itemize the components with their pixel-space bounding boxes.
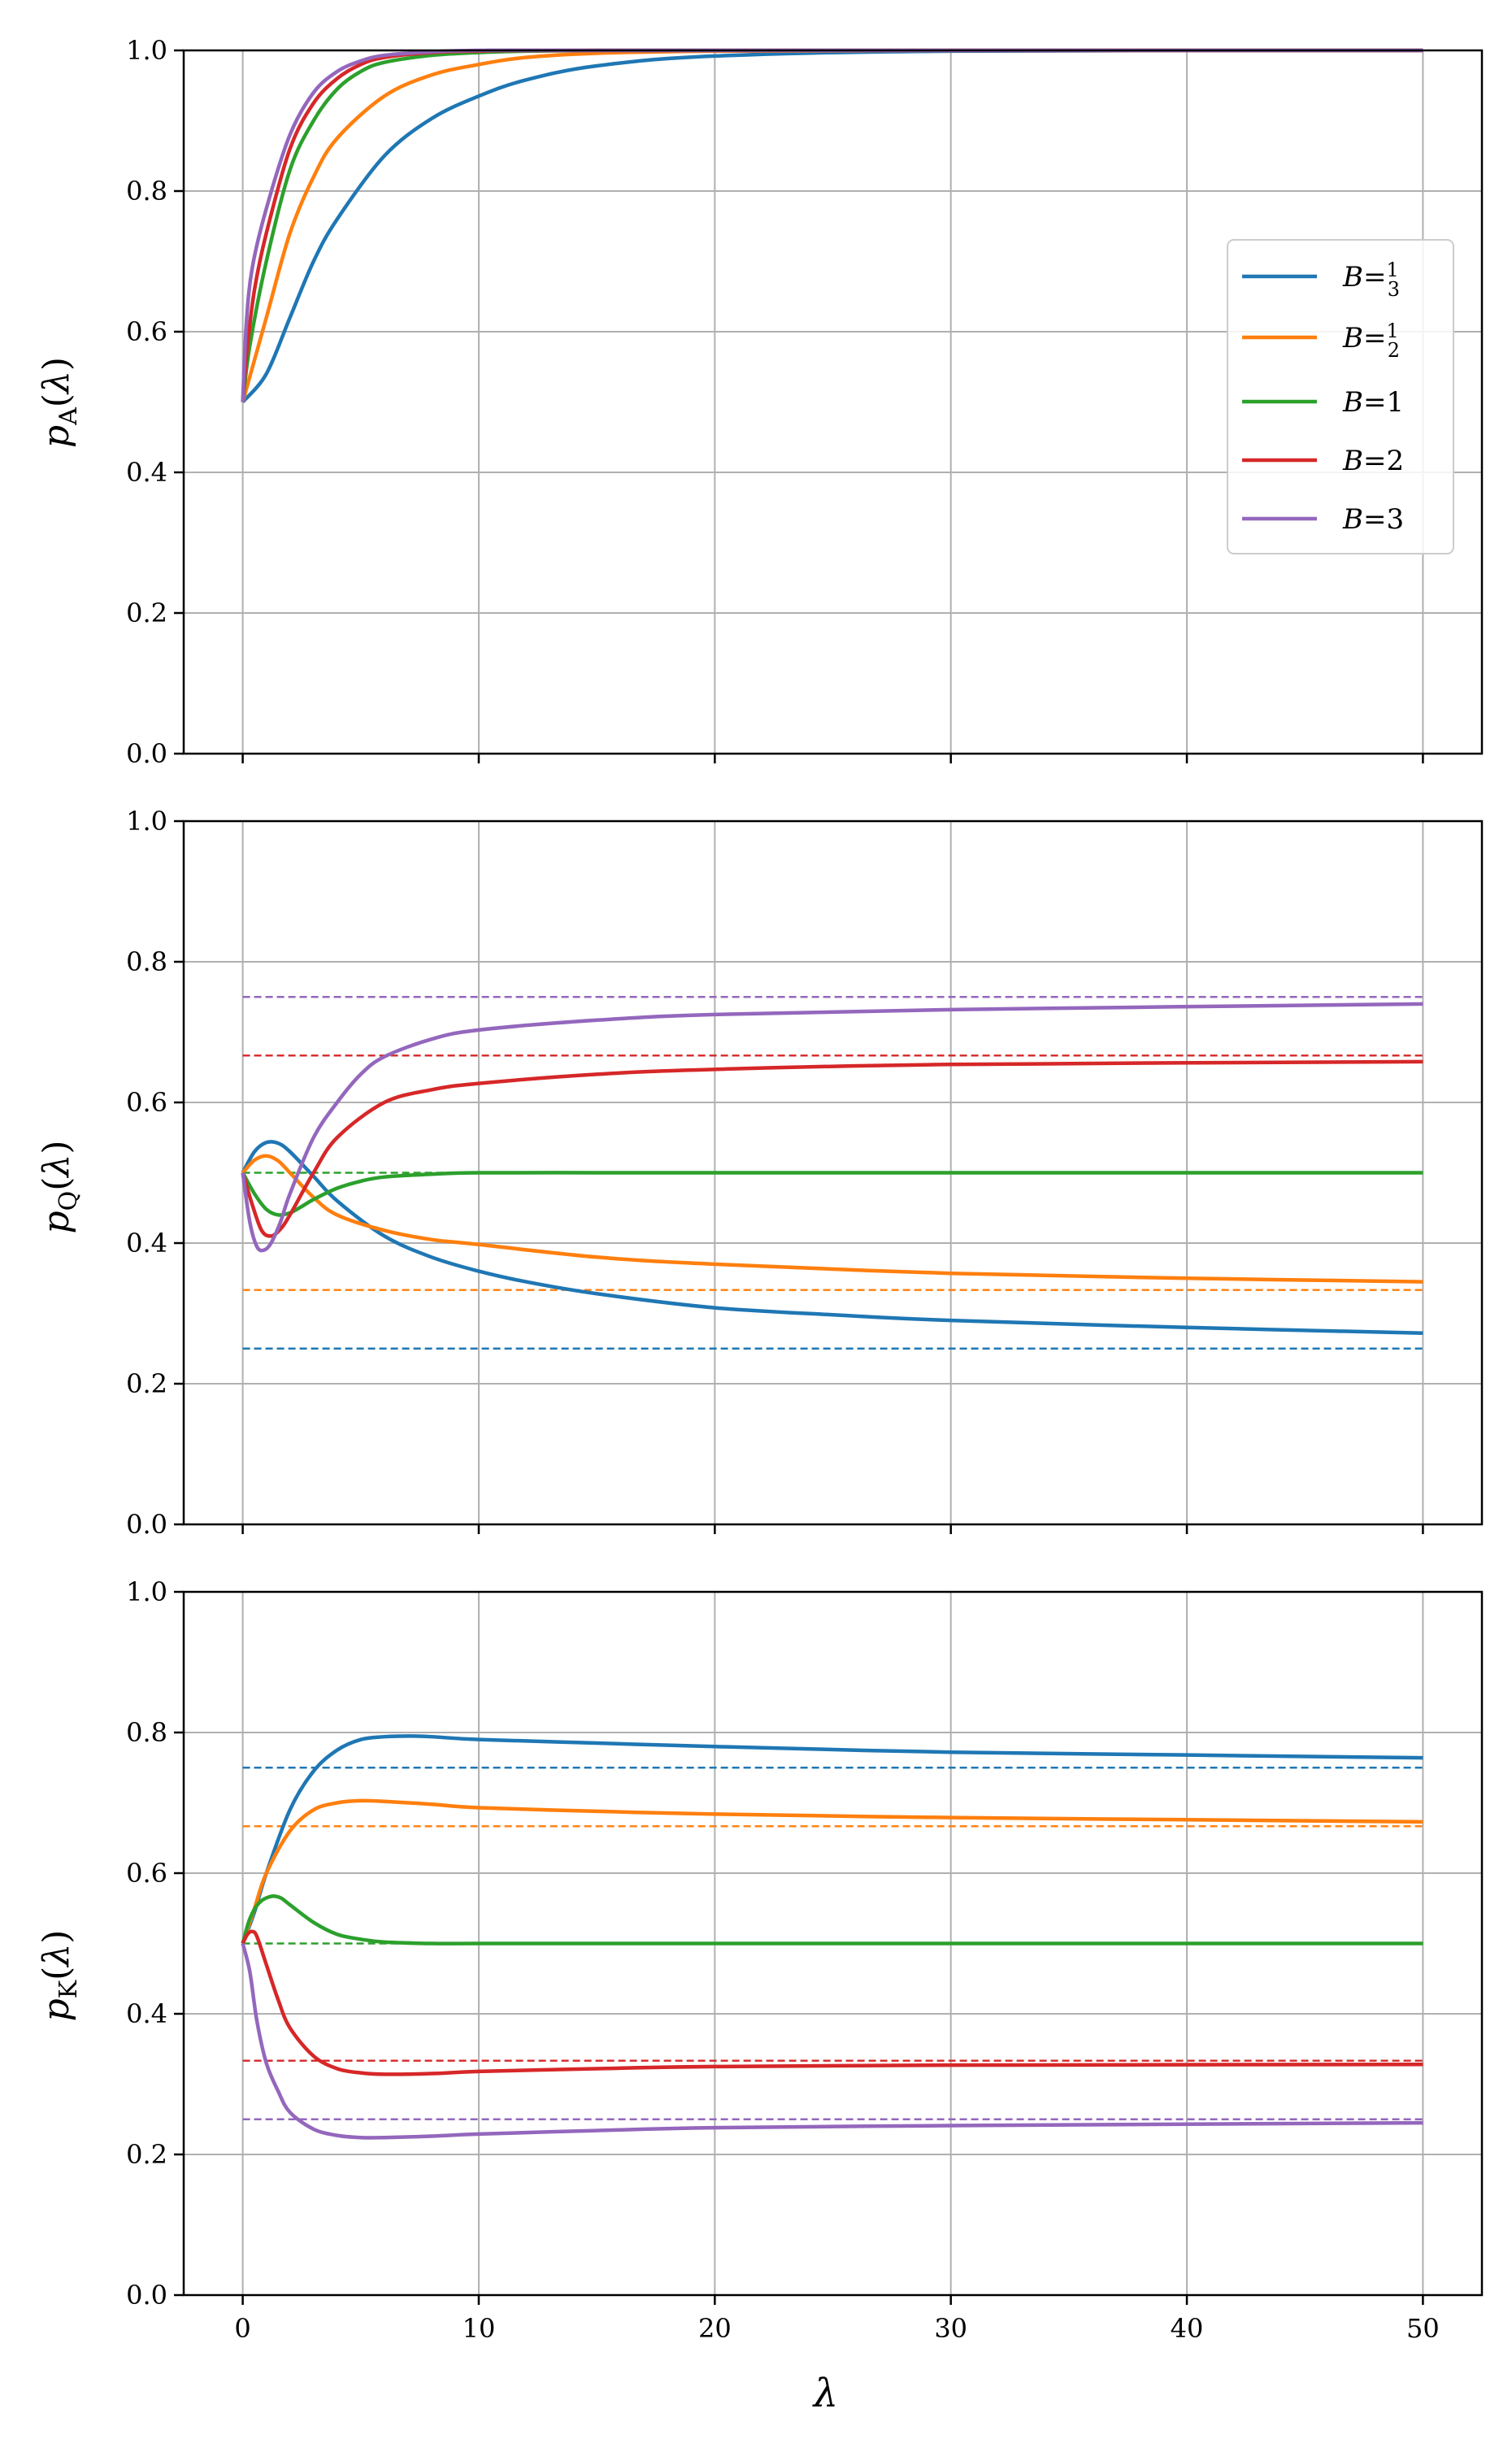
legend-label: B=1 — [1342, 386, 1404, 419]
x-axis-label: λ — [812, 2371, 838, 2416]
y-tick-label: 0.0 — [126, 1509, 167, 1540]
y-tick-label: 0.0 — [126, 2280, 167, 2311]
y-tick-label: 0.8 — [126, 946, 167, 977]
legend-label: B=1 2 — [1342, 320, 1400, 362]
series-line-middle-4 — [241, 1002, 1423, 1253]
y-axis-label-bottom: pK(λ) — [36, 1930, 83, 2022]
ticks-top: 0.0 0.2 0.4 0.6 0.8 1.0 — [126, 35, 1424, 769]
series-line-middle-1 — [241, 1154, 1423, 1284]
panel-bottom: 0 10 20 30 40 50 0.0 0.2 0.4 0.6 0.8 1.0 pK(λ) — [36, 1576, 1484, 2344]
legend-entry-b-2: B=2 — [1242, 445, 1404, 477]
y-tick-label: 0.0 — [126, 738, 167, 769]
y-tick-label: 0.6 — [126, 1087, 167, 1118]
series-line-bottom-2 — [241, 1893, 1423, 1946]
series-line-bottom-0 — [241, 1734, 1423, 1945]
x-tick-label: 50 — [1406, 2313, 1440, 2344]
y-tick-label: 0.4 — [126, 1228, 167, 1259]
y-tick-label: 0.8 — [126, 1717, 167, 1748]
y-tick-label: 0.8 — [126, 176, 167, 207]
legend-entry-b-one-half: B=1 2 — [1242, 320, 1400, 362]
series-line-middle-2 — [241, 1171, 1423, 1217]
legend-entry-b-3: B=3 — [1242, 503, 1404, 536]
legend-label: B=2 — [1342, 445, 1404, 477]
series-lines-middle — [241, 1002, 1423, 1335]
x-tick-label: 40 — [1171, 2313, 1204, 2344]
series-line-bottom-4 — [241, 1942, 1423, 2140]
panel-top: 0.0 0.2 0.4 0.6 0.8 1.0 pA(λ) — [36, 35, 1484, 769]
legend: B=1 3 B=1 2 B=1 B=2 B=3 — [1227, 239, 1454, 554]
axes-frame-top — [182, 49, 1484, 755]
x-tick-label: 10 — [463, 2313, 496, 2344]
legend-label: B=1 3 — [1342, 259, 1400, 301]
series-line-middle-3 — [241, 1059, 1423, 1238]
legend-label: B=3 — [1342, 503, 1404, 536]
y-tick-label: 1.0 — [126, 1576, 167, 1607]
y-tick-label: 1.0 — [126, 35, 167, 66]
legend-entry-b-1: B=1 — [1242, 386, 1404, 419]
y-tick-label: 0.6 — [126, 316, 167, 347]
axes-frame-bottom — [182, 1590, 1484, 2297]
axes-frame-middle — [182, 820, 1484, 1526]
y-tick-label: 0.2 — [126, 2139, 167, 2170]
y-tick-label: 0.2 — [126, 1368, 167, 1399]
series-lines-bottom — [241, 1734, 1423, 2140]
x-tick-label: 0 — [234, 2313, 250, 2344]
series-line-bottom-3 — [241, 1929, 1423, 2076]
y-tick-label: 0.4 — [126, 457, 167, 488]
series-line-bottom-1 — [241, 1798, 1423, 1945]
y-tick-label: 1.0 — [126, 806, 167, 837]
x-tick-label: 30 — [934, 2313, 967, 2344]
y-axis-label-top: pA(λ) — [36, 357, 83, 448]
y-tick-label: 0.4 — [126, 1998, 167, 2029]
ticks-middle: 0.0 0.2 0.4 0.6 0.8 1.0 — [126, 806, 1424, 1540]
ticks-bottom: 0 10 20 30 40 50 0.0 0.2 0.4 0.6 0.8 1.0 — [126, 1576, 1440, 2344]
x-tick-label: 20 — [698, 2313, 732, 2344]
y-axis-label-middle: pQ(λ) — [36, 1140, 83, 1233]
panel-middle: 0.0 0.2 0.4 0.6 0.8 1.0 pQ(λ) — [36, 806, 1484, 1540]
legend-frame — [1227, 239, 1454, 554]
series-line-middle-0 — [241, 1140, 1423, 1335]
legend-entry-b-one-third: B=1 3 — [1242, 259, 1400, 301]
y-tick-label: 0.6 — [126, 1858, 167, 1889]
y-tick-label: 0.2 — [126, 598, 167, 628]
